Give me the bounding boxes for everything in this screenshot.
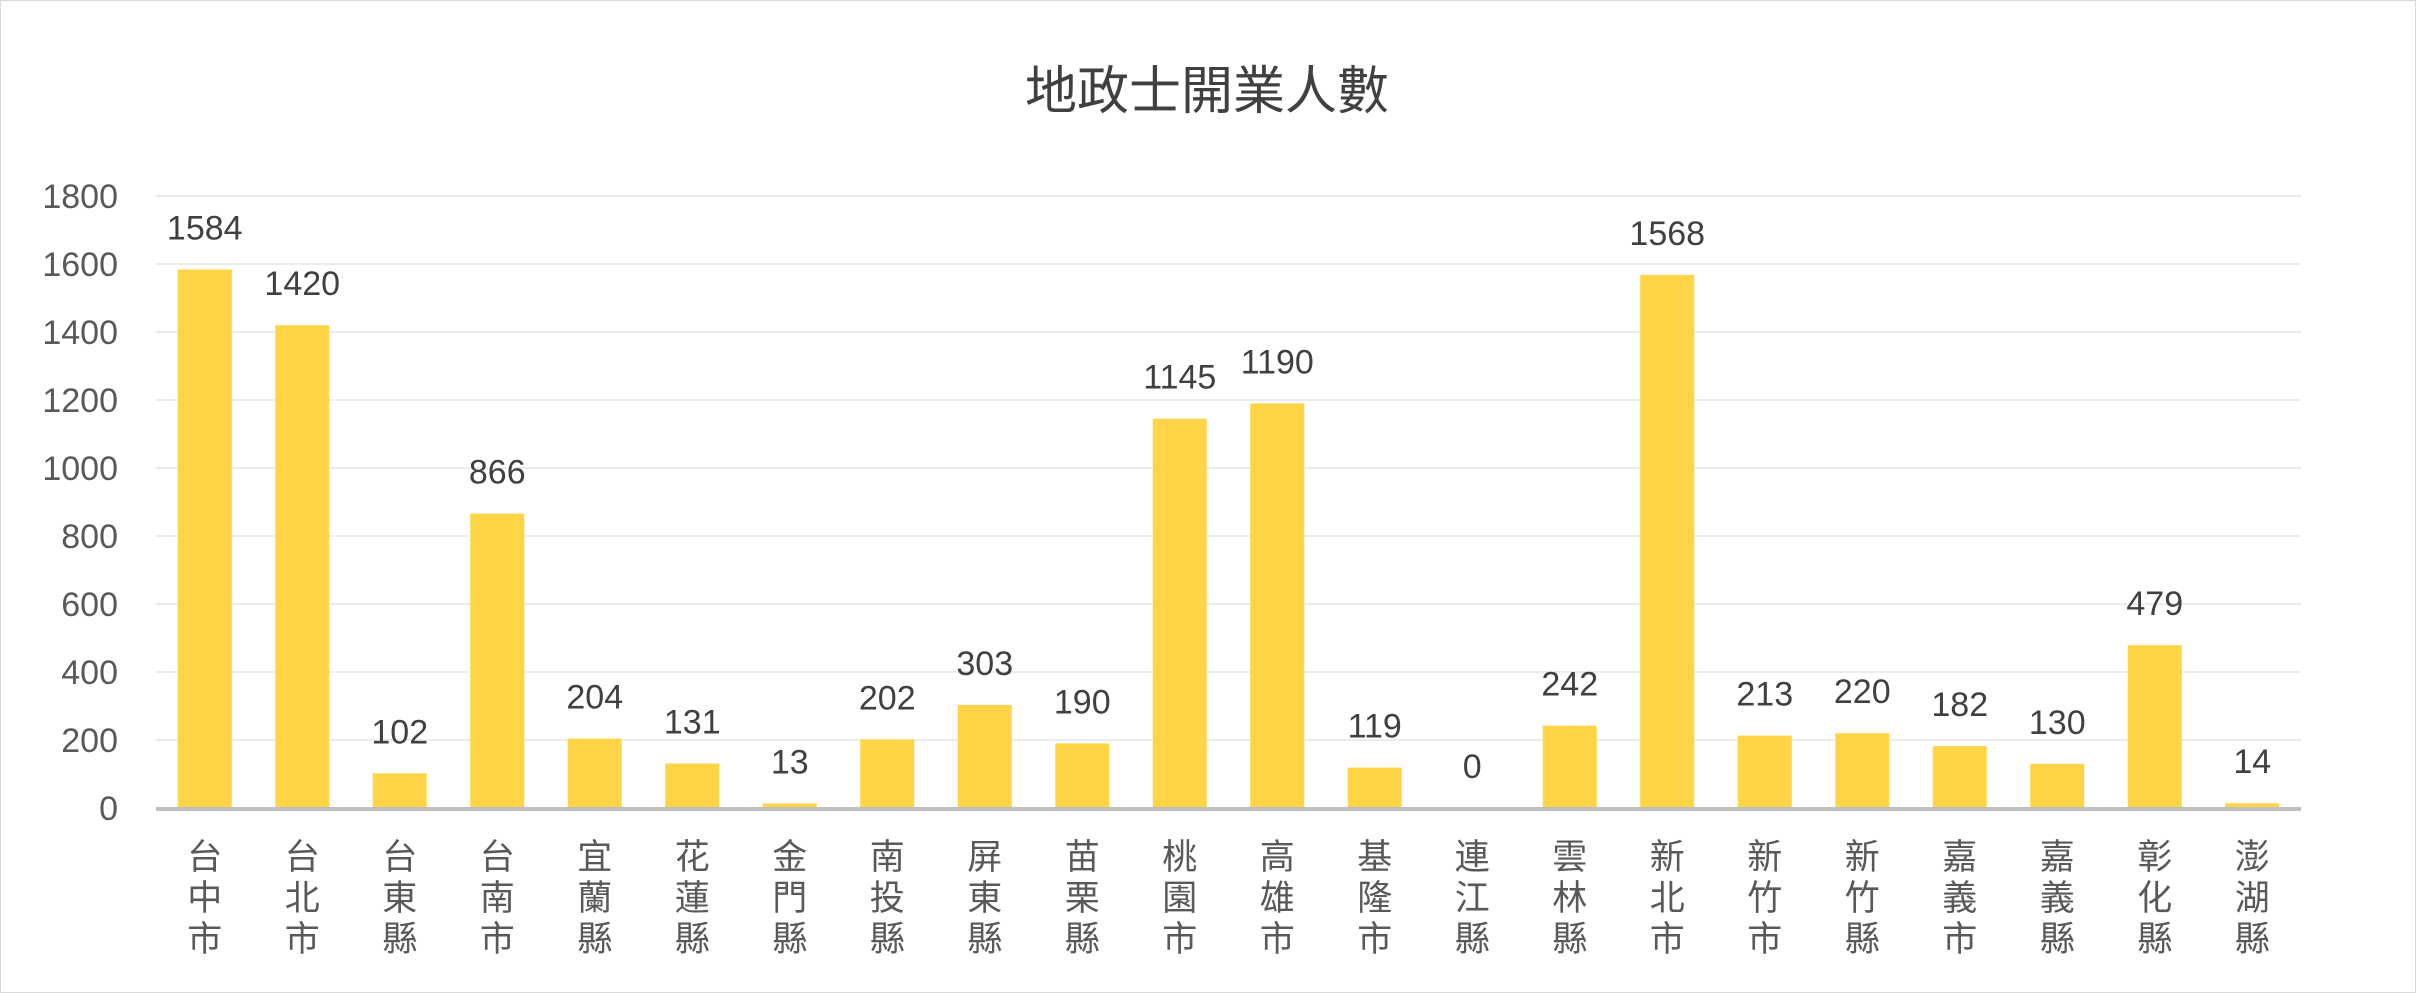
bar — [762, 803, 817, 808]
y-tick-label: 0 — [99, 790, 118, 828]
data-label: 213 — [1736, 676, 1793, 714]
y-tick-label: 1200 — [42, 382, 118, 420]
data-label: 242 — [1541, 666, 1598, 704]
bar — [2127, 645, 2182, 808]
bar — [177, 269, 232, 808]
bar — [1932, 746, 1987, 808]
data-label: 1584 — [167, 209, 243, 247]
x-tick-label: 台東縣 — [382, 838, 417, 960]
data-label: 202 — [859, 679, 916, 717]
chart-title: 地政士開業人數 — [1025, 62, 1389, 122]
data-label: 190 — [1054, 683, 1111, 721]
x-tick-label: 新北市 — [1650, 838, 1685, 960]
bar — [860, 739, 915, 808]
y-tick-label: 1600 — [42, 246, 118, 284]
bar — [1835, 733, 1890, 808]
data-label: 1568 — [1629, 215, 1705, 253]
bar — [1542, 725, 1597, 808]
y-tick-label: 200 — [61, 722, 118, 760]
data-label: 204 — [566, 679, 623, 717]
data-label: 220 — [1834, 673, 1891, 711]
x-tick-label: 嘉義縣 — [2040, 838, 2075, 960]
x-tick-label: 金門縣 — [772, 838, 807, 960]
x-tick-label: 宜蘭縣 — [577, 838, 612, 960]
bar — [1737, 735, 1792, 808]
bar — [665, 763, 720, 808]
data-label: 0 — [1463, 748, 1482, 786]
y-tick-label: 600 — [61, 586, 118, 624]
bar — [2030, 763, 2085, 808]
x-tick-label: 苗栗縣 — [1065, 838, 1100, 960]
y-tick-label: 1800 — [42, 178, 118, 216]
bar — [372, 773, 427, 808]
data-label: 13 — [771, 744, 809, 782]
data-label: 131 — [664, 703, 721, 741]
data-label: 1145 — [1143, 359, 1216, 397]
y-tick-label: 1000 — [42, 450, 118, 488]
x-tick-label: 台北市 — [285, 838, 320, 960]
y-tick-label: 1400 — [42, 314, 118, 352]
x-tick-label: 高雄市 — [1260, 838, 1295, 960]
x-tick-label: 彰化縣 — [2137, 838, 2172, 960]
data-label: 1190 — [1241, 343, 1314, 381]
bar — [1055, 743, 1110, 808]
x-tick-label: 雲林縣 — [1552, 838, 1587, 960]
x-tick-label: 南投縣 — [870, 838, 905, 960]
x-tick-label: 連江縣 — [1455, 838, 1490, 960]
bar — [957, 704, 1012, 808]
bar — [1152, 418, 1207, 808]
x-tick-label: 基隆市 — [1357, 838, 1392, 960]
data-label: 102 — [371, 713, 428, 751]
x-tick-label: 嘉義市 — [1942, 838, 1977, 960]
y-tick-label: 800 — [61, 518, 118, 556]
x-tick-label: 桃園市 — [1162, 838, 1197, 960]
bar — [1250, 403, 1305, 808]
data-label: 303 — [956, 645, 1013, 683]
data-label: 182 — [1931, 686, 1988, 724]
x-tick-label: 屏東縣 — [967, 838, 1002, 960]
x-tick-label: 台中市 — [187, 838, 222, 960]
y-tick-label: 400 — [61, 654, 118, 692]
x-tick-label: 澎湖縣 — [2235, 838, 2270, 960]
data-label: 119 — [1348, 708, 1402, 746]
x-tick-label: 台南市 — [480, 838, 515, 960]
bar — [2225, 803, 2280, 808]
x-axis-labels: 台中市 台北市 台東縣 台南市 宜蘭縣 花蓮縣 金門縣 南投縣 屏東縣 苗栗縣 桃園市 高雄市 基隆市 連… — [187, 838, 2270, 960]
bar — [470, 513, 525, 808]
x-tick-label: 花蓮縣 — [675, 838, 710, 960]
data-label: 1420 — [264, 265, 340, 303]
x-tick-label: 新竹縣 — [1845, 838, 1880, 960]
x-tick-label: 新竹市 — [1747, 838, 1782, 960]
bar — [275, 325, 330, 808]
y-axis-ticks: 0 200 400 600 800 1000 1200 1400 1600 1800 — [42, 178, 118, 828]
bar — [1640, 274, 1695, 808]
bars — [177, 269, 2280, 808]
bar — [567, 738, 622, 808]
data-label: 14 — [2233, 743, 2271, 781]
data-label: 479 — [2126, 585, 2183, 623]
bar — [1347, 767, 1402, 808]
data-label: 866 — [469, 454, 526, 492]
data-label: 130 — [2029, 704, 2086, 742]
